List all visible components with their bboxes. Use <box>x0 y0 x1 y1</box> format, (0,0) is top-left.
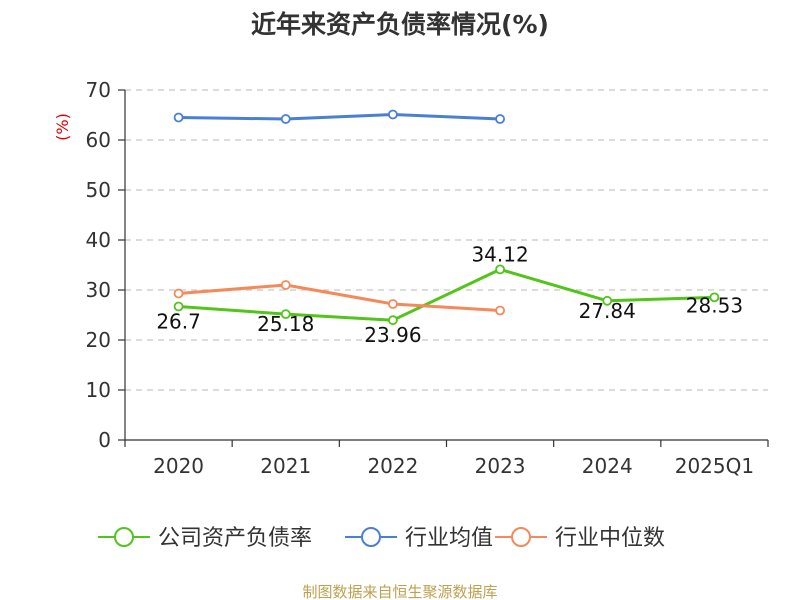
x-tick-label: 2022 <box>367 454 418 478</box>
legend-marker <box>511 527 531 547</box>
y-tick-label: 10 <box>86 378 111 402</box>
y-axis-unit: (%) <box>53 113 72 141</box>
data-point <box>280 309 291 320</box>
data-point <box>495 264 505 275</box>
y-tick-label: 20 <box>86 328 111 352</box>
data-point <box>388 109 398 120</box>
legend-item-3: 行业中位数 <box>495 526 665 551</box>
x-tick-label: 2020 <box>153 454 204 478</box>
y-tick-label: 40 <box>86 228 111 252</box>
series <box>173 109 720 326</box>
legend-label: 行业均值 <box>405 526 493 551</box>
grid <box>125 89 768 391</box>
data-point <box>173 112 184 123</box>
data-point <box>388 299 398 309</box>
data-point <box>173 301 184 312</box>
data-label: 25.18 <box>257 312 314 336</box>
x-tick-label: 2021 <box>260 454 311 478</box>
x-tick-label: 2024 <box>582 454 633 478</box>
data-labels: 26.7 25.18 23.96 34.12 27.84 28.53 <box>156 242 743 347</box>
legend-label: 行业中位数 <box>555 526 665 551</box>
source-note: 制图数据来自恒生聚源数据库 <box>302 583 497 600</box>
x-tick-label: 2023 <box>475 454 526 478</box>
legend-marker <box>114 527 134 547</box>
x-tick-label: 2025Q1 <box>675 454 754 478</box>
axes: 0 10 20 30 40 50 60 70 2020 2021 2022 2023 2024 2025Q… <box>86 78 769 478</box>
data-label: 28.53 <box>686 293 743 317</box>
data-label: 27.84 <box>579 299 636 323</box>
data-label: 34.12 <box>471 242 528 266</box>
y-tick-label: 30 <box>86 278 111 302</box>
data-point <box>602 295 613 306</box>
data-point <box>280 280 291 290</box>
data-label: 26.7 <box>156 310 201 334</box>
legend-item-2: 行业均值 <box>345 526 493 551</box>
chart-title: 近年来资产负债率情况(%) <box>251 10 549 39</box>
legend-item-1: 公司资产负债率 <box>98 526 312 551</box>
legend-label: 公司资产负债率 <box>158 526 312 551</box>
legend: 公司资产负债率 行业均值 行业中位数 <box>98 526 665 551</box>
y-tick-label: 60 <box>86 128 111 152</box>
y-tick-label: 0 <box>98 428 111 452</box>
series-line <box>178 267 715 322</box>
data-point <box>495 114 505 124</box>
y-tick-label: 50 <box>86 178 111 202</box>
data-point <box>709 292 720 303</box>
legend-marker <box>361 527 381 547</box>
y-tick-label: 70 <box>86 78 111 102</box>
data-point <box>173 288 184 299</box>
series-2 <box>173 109 505 124</box>
data-point <box>388 315 398 326</box>
series-line <box>178 113 501 121</box>
series-line <box>178 283 501 312</box>
data-label: 23.96 <box>364 323 421 347</box>
data-point <box>495 305 505 316</box>
series-3 <box>173 280 505 316</box>
data-point <box>280 114 291 124</box>
series-1 <box>173 264 720 326</box>
